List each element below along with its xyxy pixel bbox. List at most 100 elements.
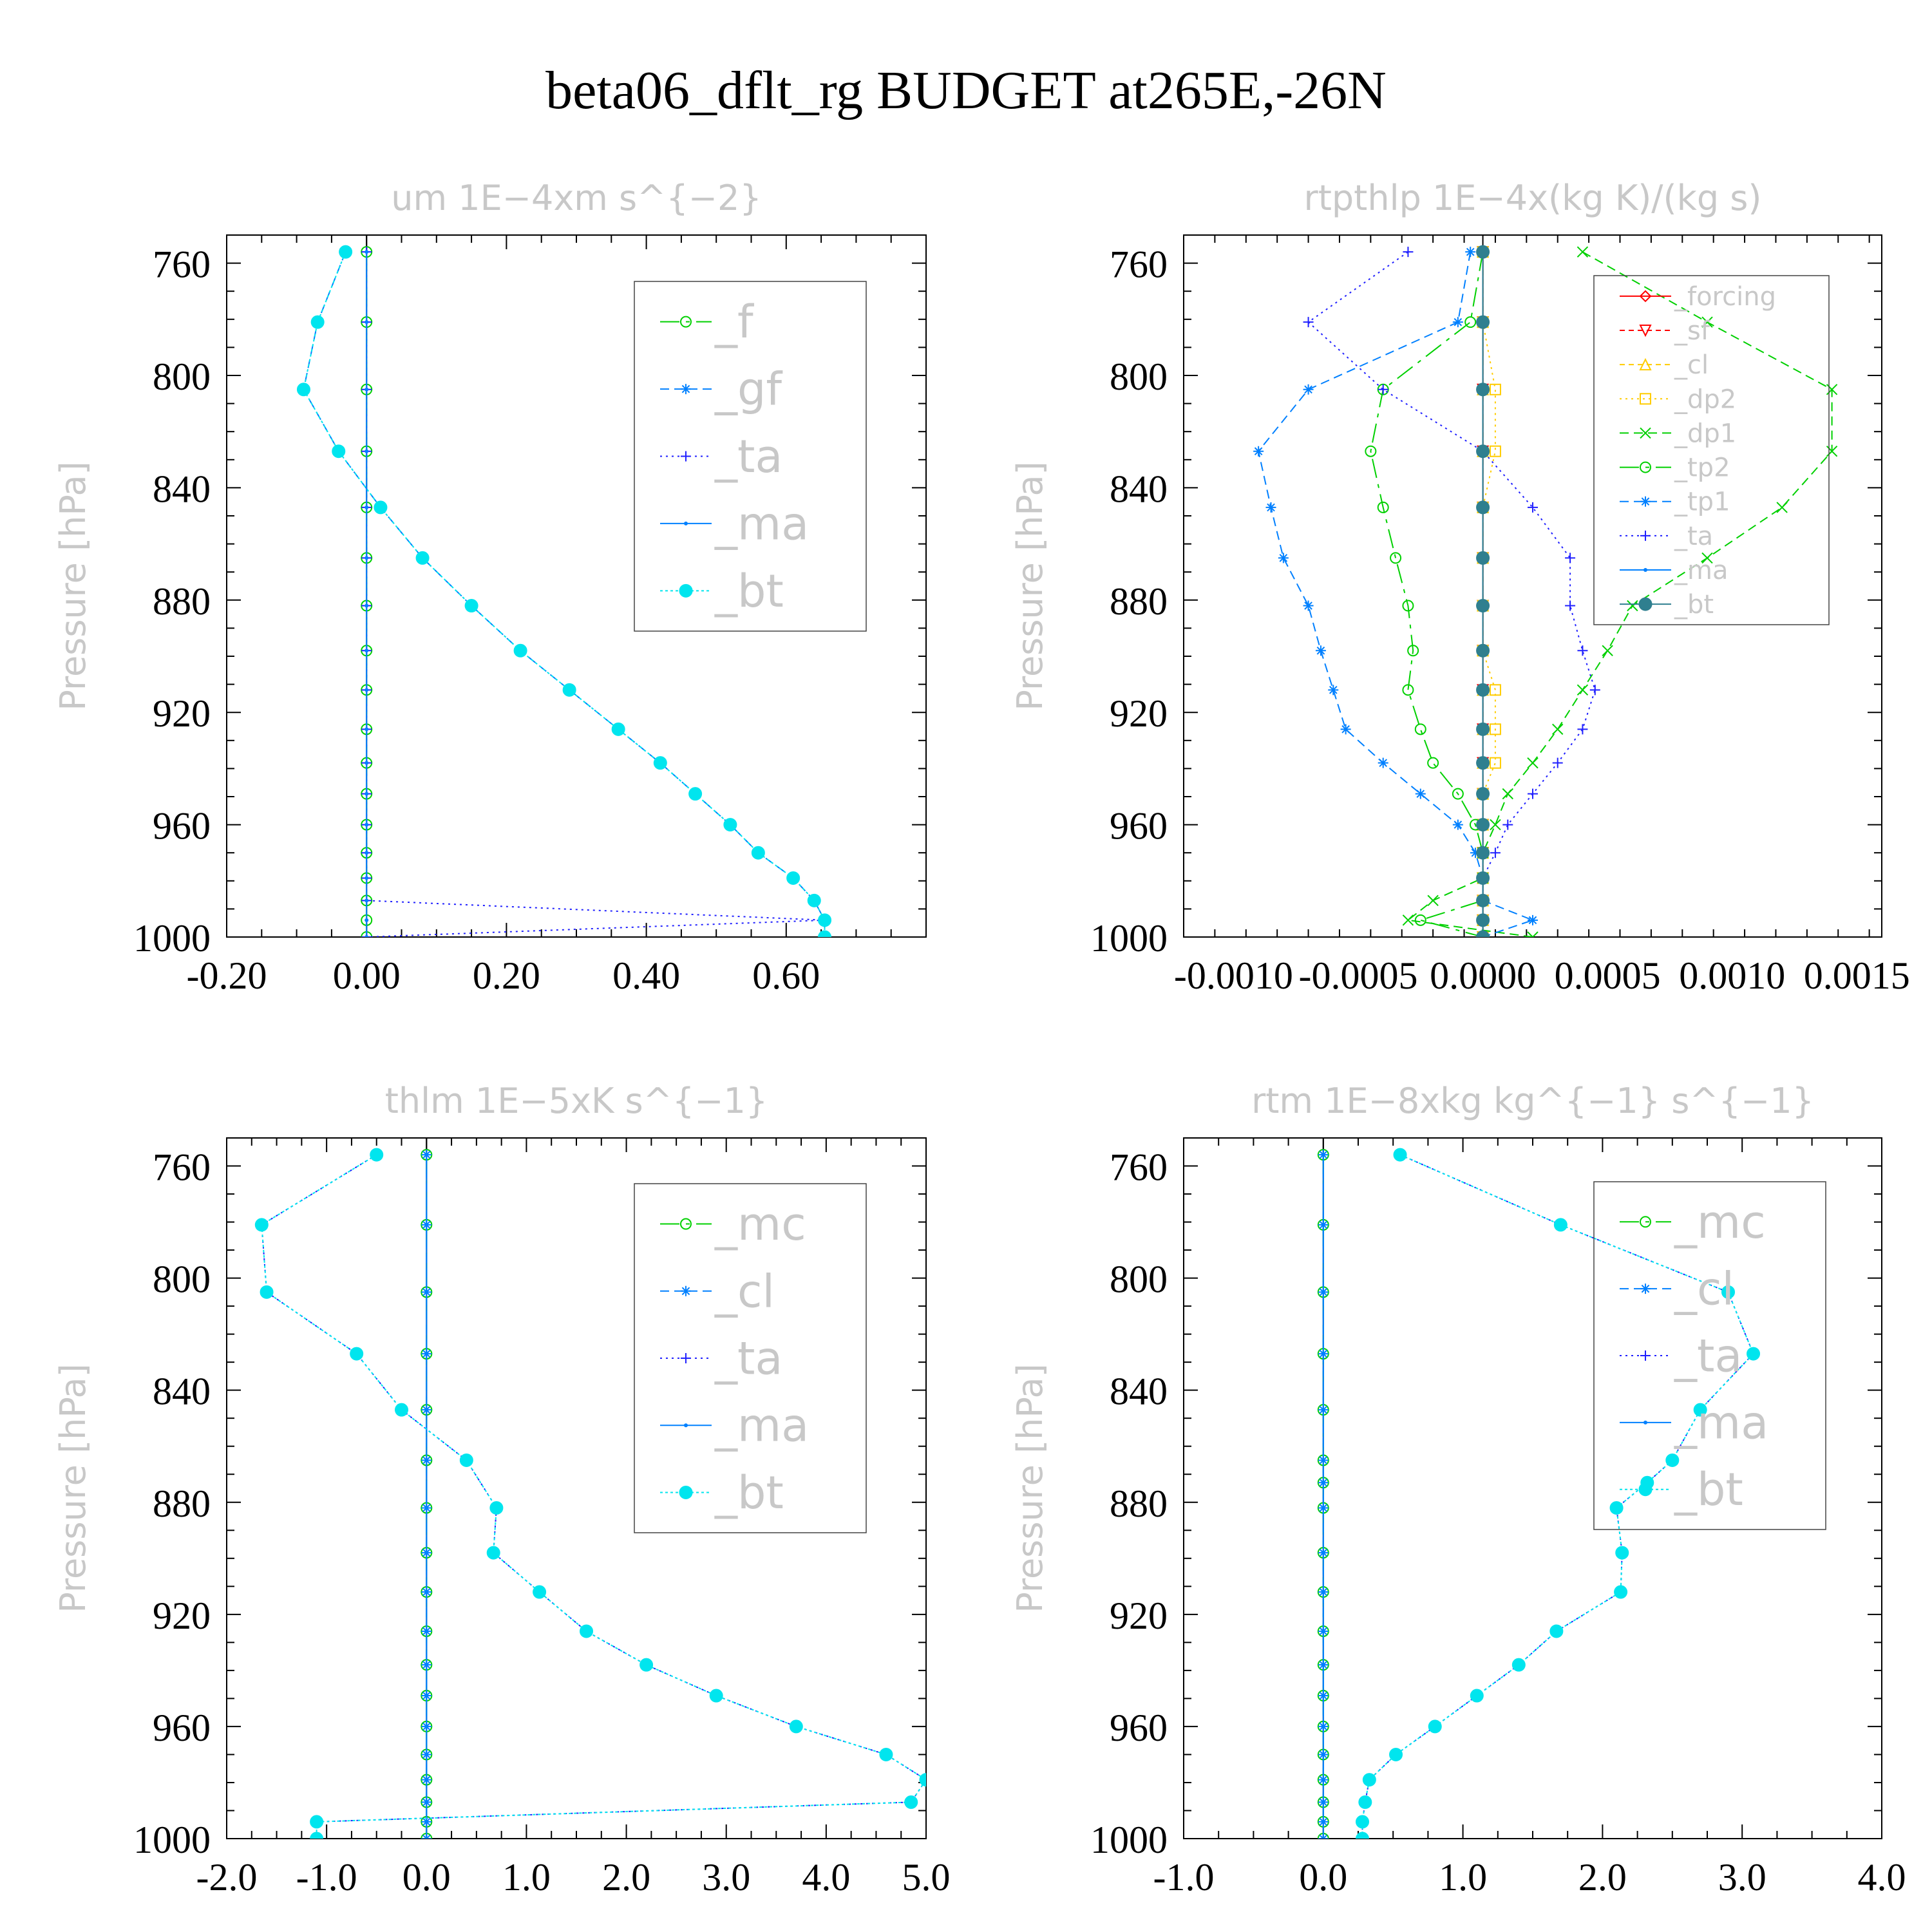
panel-1: um 1E−4xm s^{−2} Pressure [hPa] 760 800 840 8… bbox=[53, 178, 927, 997]
series-marker bbox=[1552, 757, 1563, 768]
y-tick-label: 760 bbox=[1110, 1146, 1168, 1189]
series-marker bbox=[395, 1403, 408, 1417]
legend-label: _sf bbox=[1674, 316, 1710, 346]
series-marker bbox=[1565, 553, 1576, 564]
series-line bbox=[1482, 252, 1496, 937]
series-marker bbox=[904, 1795, 918, 1809]
y-tick-label: 1000 bbox=[133, 1819, 211, 1861]
series-marker bbox=[365, 250, 369, 254]
legend-marker bbox=[680, 316, 692, 328]
x-tick-label: 0.0005 bbox=[1555, 954, 1661, 997]
series-marker bbox=[1321, 1629, 1325, 1633]
x-tick-label: 0.0 bbox=[1299, 1856, 1347, 1899]
legend-marker bbox=[681, 451, 691, 462]
legend-label: _ta bbox=[1674, 522, 1713, 551]
legend-box bbox=[634, 1183, 867, 1533]
y-tick-label: 840 bbox=[1110, 1370, 1168, 1413]
series-marker bbox=[1589, 685, 1600, 696]
panel-title: rtm 1E−8xkg kg^{−1} s^{−1} bbox=[1251, 1081, 1814, 1121]
legend-label: _mc bbox=[1674, 1196, 1766, 1249]
series-marker bbox=[1476, 871, 1490, 885]
series-marker bbox=[365, 603, 369, 608]
series-group bbox=[296, 245, 832, 937]
series-marker bbox=[580, 1624, 594, 1638]
series-marker bbox=[1321, 1551, 1325, 1555]
y-tick-label: 960 bbox=[153, 1707, 211, 1749]
x-tick-label: 0.0010 bbox=[1679, 954, 1785, 997]
legend: _f _gf _ta _ma _bt bbox=[634, 281, 867, 632]
series-marker bbox=[1476, 551, 1490, 565]
series-marker bbox=[365, 876, 369, 880]
series-marker bbox=[1321, 1694, 1325, 1698]
y-tick-label: 880 bbox=[1110, 580, 1168, 623]
series-marker bbox=[1490, 848, 1501, 858]
series-marker bbox=[1464, 316, 1477, 328]
panel-title: um 1E−4xm s^{−2} bbox=[391, 178, 762, 218]
legend-label: _cl bbox=[714, 1265, 775, 1318]
series-marker bbox=[424, 1663, 429, 1667]
x-tick-label: 0.60 bbox=[752, 954, 820, 997]
series-marker bbox=[459, 1453, 473, 1467]
series-marker bbox=[1476, 930, 1490, 937]
series-marker bbox=[1489, 684, 1501, 696]
series-marker bbox=[1452, 788, 1464, 800]
legend-marker bbox=[1639, 325, 1652, 337]
x-tick-label: 1.0 bbox=[1439, 1856, 1487, 1899]
series-marker bbox=[1527, 931, 1539, 937]
y-tick-label: 800 bbox=[153, 1258, 211, 1301]
legend-marker bbox=[1639, 357, 1652, 371]
legend-marker bbox=[1640, 1350, 1651, 1361]
series-marker bbox=[1552, 723, 1564, 735]
legend-box bbox=[1593, 275, 1830, 625]
series-marker bbox=[365, 505, 369, 509]
series-marker bbox=[1365, 445, 1377, 457]
series-line bbox=[261, 1154, 926, 1839]
series-marker bbox=[786, 871, 800, 885]
x-tick-label: 2.0 bbox=[602, 1856, 650, 1899]
series-marker bbox=[1340, 724, 1351, 735]
y-tick-label: 960 bbox=[1110, 1707, 1168, 1749]
legend-label: _forcing bbox=[1674, 282, 1776, 312]
legend-marker bbox=[684, 521, 688, 526]
series-marker bbox=[1615, 1546, 1629, 1560]
legend-marker bbox=[1640, 1216, 1651, 1228]
series-marker bbox=[1476, 818, 1490, 832]
series-marker bbox=[1321, 1819, 1325, 1824]
figure-title: beta06_dflt_rg BUDGET at265E,-26N bbox=[545, 61, 1387, 120]
series-marker bbox=[1402, 684, 1414, 696]
series-marker bbox=[1549, 1624, 1564, 1638]
series-marker bbox=[818, 913, 832, 927]
legend-marker bbox=[681, 384, 691, 395]
y-tick-label: 760 bbox=[153, 243, 211, 286]
x-tick-label: -2.0 bbox=[196, 1856, 258, 1899]
y-tick-label: 800 bbox=[1110, 1258, 1168, 1301]
series-marker bbox=[424, 1777, 429, 1782]
series-marker bbox=[1776, 502, 1788, 513]
y-tick-label: 960 bbox=[153, 805, 211, 848]
series-marker bbox=[1665, 1453, 1680, 1467]
series-marker bbox=[365, 649, 369, 653]
series-marker bbox=[1321, 1290, 1325, 1294]
x-tick-label: -0.0005 bbox=[1299, 954, 1418, 997]
y-tick-label: 840 bbox=[153, 468, 211, 510]
legend-marker bbox=[681, 1285, 691, 1296]
series-marker bbox=[1476, 315, 1490, 329]
series-marker bbox=[1527, 757, 1539, 769]
series-marker bbox=[1427, 757, 1439, 769]
series-marker bbox=[611, 722, 625, 736]
series-marker bbox=[310, 315, 325, 329]
series-marker bbox=[1553, 1218, 1567, 1232]
series-marker bbox=[1303, 384, 1314, 395]
series-marker bbox=[818, 930, 832, 937]
series-marker bbox=[1321, 1153, 1325, 1157]
series-marker bbox=[1328, 685, 1339, 696]
y-axis-label: Pressure [hPa] bbox=[53, 461, 93, 710]
series-marker bbox=[1476, 722, 1490, 736]
legend-label: _ta bbox=[714, 1332, 782, 1385]
series-group bbox=[1253, 245, 1838, 937]
y-tick-label: 760 bbox=[153, 1146, 211, 1189]
series-marker bbox=[1378, 757, 1388, 768]
legend-label: _ta bbox=[714, 430, 782, 483]
series-marker bbox=[1393, 1148, 1407, 1162]
